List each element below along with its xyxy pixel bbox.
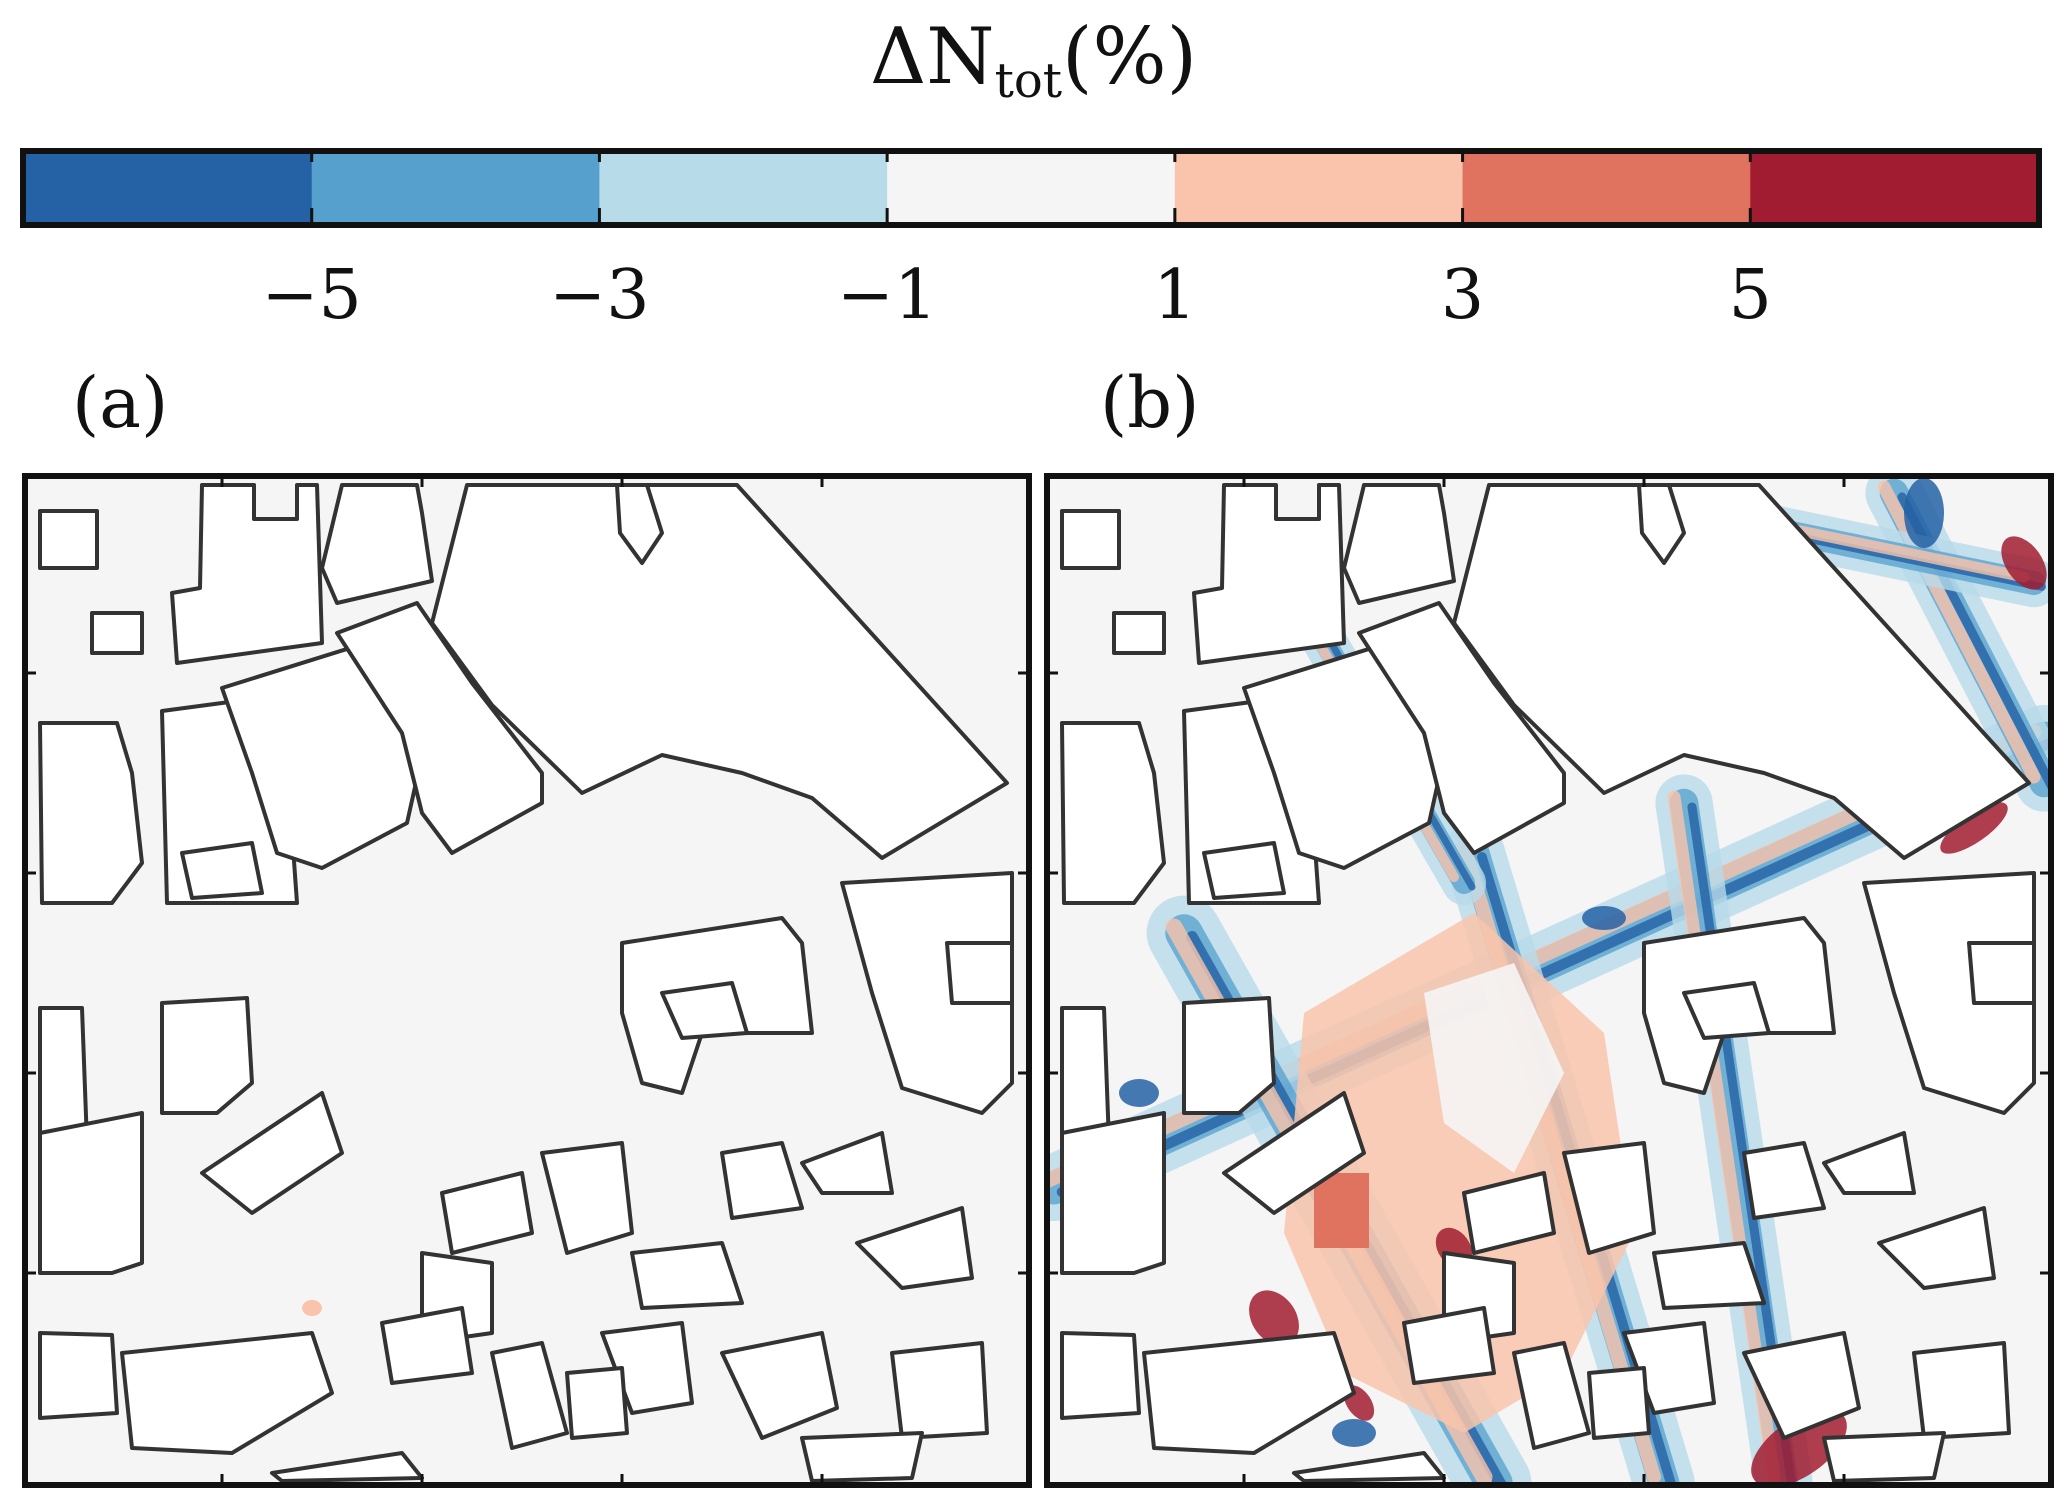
colorbar-bin-2 [599, 152, 888, 224]
building-21 [1682, 981, 1771, 1040]
building-29 [180, 841, 264, 900]
building-23 [1742, 1141, 1826, 1220]
building-33 [720, 1331, 839, 1440]
colorbar-title: ΔNtot(%) [869, 12, 1198, 109]
hotspot-6 [2001, 536, 2047, 590]
building-21 [660, 981, 749, 1040]
building-18 [1877, 1206, 1996, 1290]
building-27 [490, 1341, 569, 1450]
building-33 [1742, 1331, 1861, 1440]
building-18 [855, 1206, 974, 1290]
building-19 [800, 1131, 894, 1195]
building-25 [1462, 1171, 1556, 1255]
building-5 [1060, 721, 1166, 905]
tick-label-neg5: −5 [261, 256, 362, 335]
colorbar-tick-labels: −5 −3 −1 1 3 5 [0, 262, 2067, 342]
colorbar-bin-6 [1750, 152, 2039, 224]
building-29 [1202, 841, 1286, 900]
building-11 [1060, 1331, 1141, 1420]
building-13 [38, 1111, 144, 1275]
building-25 [440, 1171, 534, 1255]
colorbar-bin-1 [311, 152, 600, 224]
panel-label-a: (a) [72, 362, 169, 444]
building-16 [1222, 1091, 1366, 1215]
building-3 [1452, 483, 2031, 860]
building-28 [1402, 1306, 1496, 1385]
hotspot-0 [1751, 1408, 1847, 1488]
building-15 [120, 1331, 334, 1455]
coldspot-4 [1582, 906, 1626, 930]
tick-label-3: 3 [1440, 256, 1485, 335]
building-9 [840, 871, 1014, 1115]
map-panel-b [1044, 473, 2054, 1488]
building-19 [1822, 1131, 1916, 1195]
tick-label-neg3: −3 [549, 256, 650, 335]
building-30 [90, 611, 144, 655]
building-30 [1112, 611, 1166, 655]
building-28 [380, 1306, 474, 1385]
building-31 [1967, 941, 2036, 1005]
building-1 [170, 483, 324, 665]
building-8 [1357, 601, 1566, 855]
colorbar [20, 148, 2042, 228]
building-9 [1862, 871, 2036, 1115]
colorbar-bin-0 [24, 152, 313, 224]
building-5 [38, 721, 144, 905]
building-0 [38, 509, 99, 570]
tick-label-1: 1 [1153, 256, 1197, 335]
building-4 [615, 483, 664, 565]
building-23 [720, 1141, 804, 1220]
colorbar-bin-4 [1174, 152, 1464, 224]
building-24 [1652, 1241, 1766, 1310]
building-32 [1912, 1341, 2011, 1440]
building-24 [630, 1241, 744, 1310]
building-4 [1637, 483, 1686, 565]
coldspot-3 [1119, 1079, 1159, 1107]
building-13 [1060, 1111, 1166, 1275]
building-31 [945, 941, 1014, 1005]
building-outlines [1060, 483, 2036, 1483]
building-27 [1512, 1341, 1591, 1450]
small-positive-spot [302, 1300, 322, 1316]
building-35 [1822, 1431, 1946, 1483]
coldspot-5 [1332, 1419, 1376, 1447]
building-34 [565, 1366, 629, 1440]
building-0 [1060, 509, 1121, 570]
salmon-patch [1314, 1173, 1369, 1248]
building-34 [1587, 1366, 1651, 1440]
building-12 [1182, 996, 1276, 1115]
building-12 [160, 996, 254, 1115]
building-11 [38, 1331, 119, 1420]
coldspot-1 [1904, 478, 1944, 548]
building-15 [1142, 1331, 1356, 1455]
building-16 [200, 1091, 344, 1215]
building-1 [1192, 483, 1346, 665]
tick-label-5: 5 [1728, 256, 1772, 335]
building-22 [1562, 1141, 1656, 1255]
colorbar-bin-3 [887, 152, 1176, 224]
building-2 [320, 483, 434, 605]
building-2 [1342, 483, 1456, 605]
tick-label-neg1: −1 [837, 256, 938, 335]
hotspot-1 [1940, 802, 2008, 854]
building-outlines [38, 483, 1014, 1483]
building-8 [335, 601, 544, 855]
building-32 [890, 1341, 989, 1440]
map-panel-a [22, 473, 1032, 1488]
colorbar-frame [20, 148, 2042, 228]
building-35 [800, 1431, 924, 1483]
hotspot-4 [1249, 1290, 1299, 1346]
map-frame [22, 473, 1032, 1488]
panel-label-b: (b) [1100, 362, 1200, 444]
map-frame [1044, 473, 2054, 1488]
colorbar-bin-5 [1462, 152, 1751, 224]
building-3 [430, 483, 1009, 860]
square-neutral-core [1424, 963, 1564, 1173]
building-22 [540, 1141, 634, 1255]
